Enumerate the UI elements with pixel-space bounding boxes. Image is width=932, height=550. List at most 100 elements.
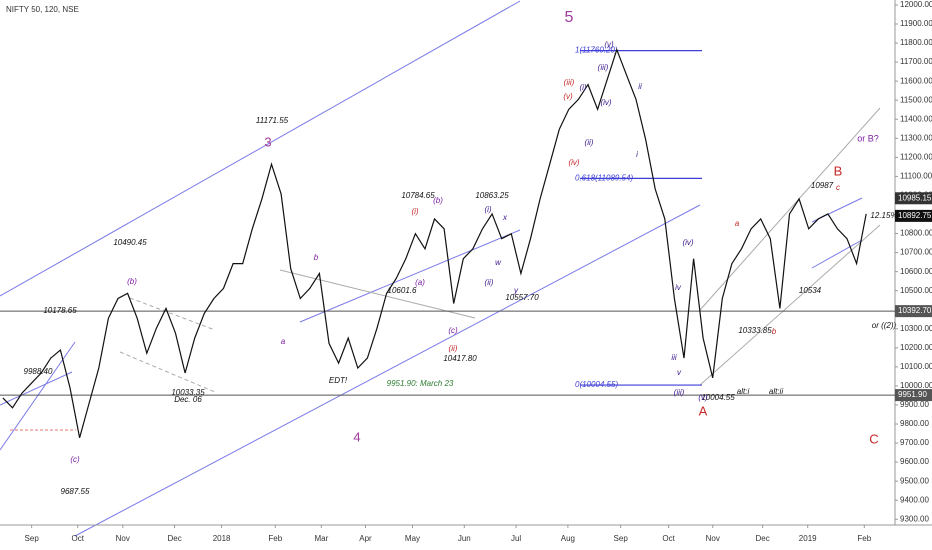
channel-line <box>279 269 476 319</box>
y-tick-label: 9800.00 <box>900 419 929 428</box>
annotation: (i) <box>411 207 418 216</box>
y-tick-label: 11800.00 <box>900 38 932 47</box>
annotation: (c) <box>448 326 458 335</box>
annotation: (iv) <box>682 238 693 247</box>
annotation: i <box>636 150 638 159</box>
annotation: 10333.85 <box>738 326 772 335</box>
price-tag-bg <box>895 209 932 222</box>
price-tag-bg <box>895 305 932 318</box>
annotation: 10417.80 <box>443 354 477 363</box>
x-tick-label: Sep <box>25 534 40 543</box>
y-tick-label: 9300.00 <box>900 514 929 523</box>
y-tick-label: 12000.00 <box>900 0 932 9</box>
x-tick-label: May <box>405 534 420 543</box>
annotation: (c) <box>70 455 80 464</box>
annotation: (iv) <box>600 98 611 107</box>
annotation: (ii) <box>585 138 594 147</box>
annotation: EDT! <box>329 376 348 385</box>
annotation: 10601.6 <box>388 286 417 295</box>
y-tick-label: 10300.00 <box>900 324 932 333</box>
annotation: 9687.55 <box>61 487 90 496</box>
y-tick-label: 9900.00 <box>900 400 929 409</box>
price-tag: 10392.70 <box>898 306 932 315</box>
annotation: B <box>834 163 843 178</box>
y-tick-label: 9400.00 <box>900 495 929 504</box>
annotation: 10490.45 <box>113 238 147 247</box>
y-tick-label: 9500.00 <box>900 476 929 485</box>
x-tick-label: Oct <box>662 534 675 543</box>
channel-line <box>129 297 216 331</box>
annotation: (ii) <box>449 344 458 353</box>
price-tag: 9951.90 <box>898 390 927 399</box>
x-tick-label: Feb <box>857 534 871 543</box>
annotation: c <box>836 183 840 192</box>
level-label: 0(10004.55) <box>575 380 618 389</box>
channel-line <box>119 351 216 393</box>
y-tick-label: 10800.00 <box>900 229 932 238</box>
x-tick-label: Aug <box>561 534 575 543</box>
annotation: 10987 <box>811 181 834 190</box>
annotation: 9951.90: March 23 <box>387 379 454 388</box>
annotation: 12.15% <box>870 211 897 220</box>
trend-line <box>299 229 521 323</box>
channel-lines <box>10 107 881 431</box>
y-tick-label: 10600.00 <box>900 267 932 276</box>
annotation: ii <box>638 82 642 91</box>
channel-line <box>699 107 881 311</box>
annotation: or B? <box>857 133 879 143</box>
x-tick-label: Jul <box>511 534 521 543</box>
trend-line <box>0 0 521 297</box>
price-tag-bg <box>895 389 932 402</box>
x-tick-label: Dec <box>756 534 770 543</box>
annotation: a <box>735 219 740 228</box>
annotation: v <box>677 368 682 377</box>
y-tick-label: 11500.00 <box>900 95 932 104</box>
x-tick-label: Sep <box>614 534 629 543</box>
x-tick-label: 2018 <box>213 534 231 543</box>
y-tick-label: 11100.00 <box>900 172 932 181</box>
annotation: 10557.70 <box>505 293 539 302</box>
price-tag-bg <box>895 192 932 205</box>
annotation: 11171.55 <box>256 116 289 125</box>
x-tick-label: Mar <box>314 534 328 543</box>
annotation: (iii) <box>564 78 575 87</box>
annotation: b <box>772 327 777 336</box>
annotation: (v) <box>604 40 614 49</box>
annotation: (i) <box>484 205 491 214</box>
annotation: (b) <box>433 196 443 205</box>
annotation: 10178.65 <box>43 306 77 315</box>
y-tick-label: 10700.00 <box>900 248 932 257</box>
annotation: b <box>314 253 319 262</box>
annotation: y <box>513 286 519 295</box>
y-tick-label: 9600.00 <box>900 457 929 466</box>
annotation: 10863.25 <box>475 191 509 200</box>
y-tick-label: 11700.00 <box>900 57 932 66</box>
annotation: A <box>699 403 708 418</box>
annotation: 5 <box>565 9 574 26</box>
y-tick-label: 11300.00 <box>900 133 932 142</box>
annotation: (i) <box>579 83 586 92</box>
annotation: (v) <box>698 393 708 402</box>
annotation: (iii) <box>674 388 685 397</box>
x-tick-label: 2019 <box>799 534 817 543</box>
annotation: 10784.65 <box>401 191 435 200</box>
y-tick-label: 10200.00 <box>900 343 932 352</box>
annotation: 9988.40 <box>24 367 53 376</box>
annotation: 10534 <box>799 286 822 295</box>
price-tag: 10892.75 <box>898 211 932 220</box>
trend-line <box>811 239 863 269</box>
annotation: (iv) <box>568 158 579 167</box>
annotation: a <box>281 337 286 346</box>
y-tick-label: 9700.00 <box>900 438 929 447</box>
y-tick-label: 11900.00 <box>900 19 932 28</box>
annotation: alt:ii <box>769 387 783 396</box>
chart-title: NIFTY 50, 120, NSE <box>6 5 79 14</box>
annotation: 10033.35 <box>171 388 205 397</box>
annotation: iv <box>675 283 682 292</box>
level-label: 0.618(11089.54) <box>575 173 633 182</box>
annotation: (v) <box>563 92 573 101</box>
y-tick-label: 10500.00 <box>900 286 932 295</box>
x-tick-label: Oct <box>71 534 84 543</box>
